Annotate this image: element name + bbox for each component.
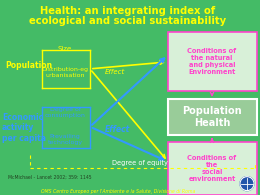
FancyBboxPatch shape xyxy=(167,99,257,135)
Circle shape xyxy=(240,177,254,191)
Text: Distribution-eg
urbanisation: Distribution-eg urbanisation xyxy=(42,67,88,78)
Text: Population: Population xyxy=(5,61,52,70)
Text: Degree of
consumption: Degree of consumption xyxy=(44,107,86,118)
Text: Effect: Effect xyxy=(105,69,125,75)
Text: Health: an integrating index of: Health: an integrating index of xyxy=(40,6,216,16)
Text: Prevailing
technology: Prevailing technology xyxy=(47,134,83,145)
Text: OMS Centro Europeo per l'Ambiente e la Salute, Divisione di Roma: OMS Centro Europeo per l'Ambiente e la S… xyxy=(41,189,195,194)
Text: Conditions of
the natural
and physical
Environment: Conditions of the natural and physical E… xyxy=(187,48,237,75)
FancyBboxPatch shape xyxy=(167,142,257,195)
Text: McMichael - Lancet 2002; 359: 1145: McMichael - Lancet 2002; 359: 1145 xyxy=(8,175,92,180)
Text: Population
Health: Population Health xyxy=(182,106,242,128)
FancyBboxPatch shape xyxy=(167,32,257,91)
Text: Economic
activity
per capita: Economic activity per capita xyxy=(2,113,46,143)
Text: Conditions of
the
social
environment: Conditions of the social environment xyxy=(187,155,237,182)
Text: ecological and social sustainability: ecological and social sustainability xyxy=(29,16,226,26)
Text: Effect: Effect xyxy=(105,125,130,134)
Text: Degree of equity: Degree of equity xyxy=(112,160,168,166)
Text: Size: Size xyxy=(58,46,72,52)
